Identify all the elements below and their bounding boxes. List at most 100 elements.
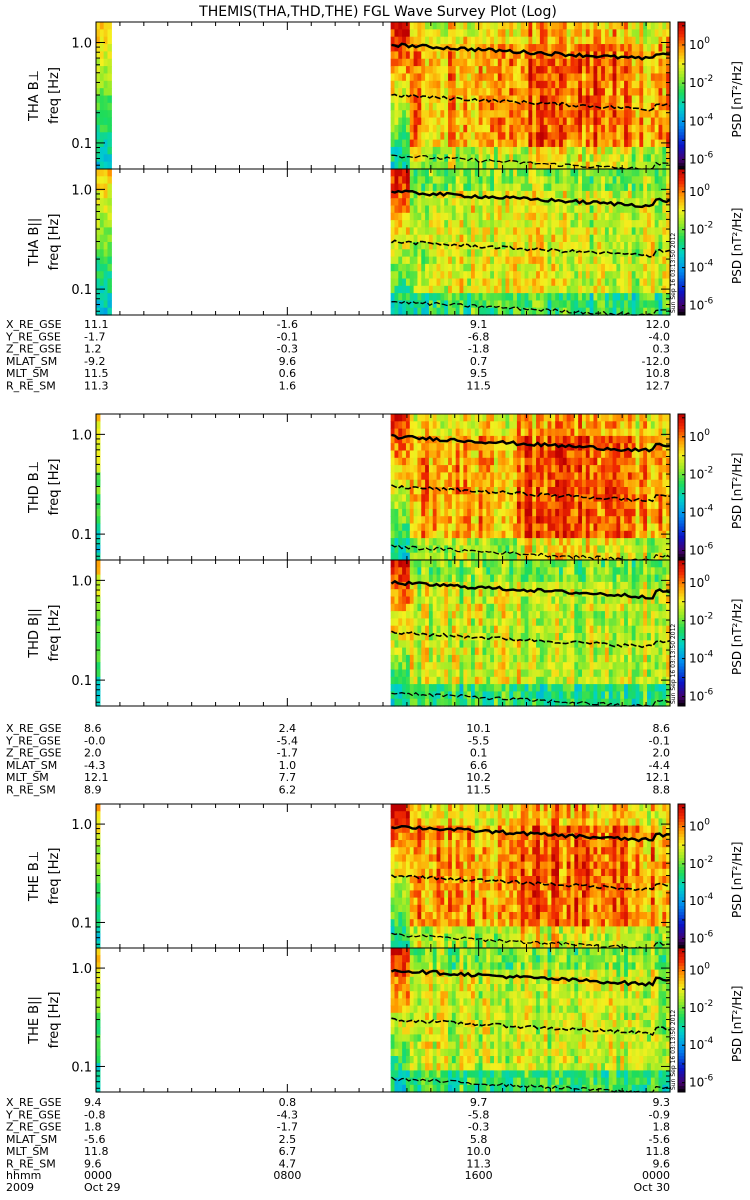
psd-cell xyxy=(394,132,399,141)
psd-cell xyxy=(624,80,629,89)
psd-cell xyxy=(425,516,430,525)
psd-cell xyxy=(459,487,464,495)
psd-cell xyxy=(402,625,407,634)
psd-cell xyxy=(620,249,625,258)
psd-cell xyxy=(528,465,533,473)
psd-cell xyxy=(455,285,461,294)
psd-cell xyxy=(501,205,507,214)
psd-cell xyxy=(459,227,464,236)
psd-cell xyxy=(455,263,461,272)
psd-cell xyxy=(662,256,667,265)
psd-cell xyxy=(425,73,430,82)
psd-cell xyxy=(547,234,552,243)
psd-cell xyxy=(604,80,610,89)
psd-cell xyxy=(398,625,403,634)
psd-cell xyxy=(543,95,549,104)
psd-cell xyxy=(390,124,396,133)
psd-cell xyxy=(425,58,430,67)
psd-cell xyxy=(417,146,422,155)
psd-cell xyxy=(405,472,411,481)
psd-cell xyxy=(402,618,407,627)
psd-cell xyxy=(547,523,552,532)
psd-cell xyxy=(436,285,441,294)
psd-cell xyxy=(658,161,663,170)
psd-cell xyxy=(624,132,629,141)
psd-cell xyxy=(654,307,660,316)
psd-cell xyxy=(627,22,633,30)
psd-cell xyxy=(631,516,637,525)
psd-cell xyxy=(497,472,503,481)
psd-cell xyxy=(467,95,472,104)
psd-cell xyxy=(524,198,530,207)
psd-cell xyxy=(658,22,663,30)
psd-cell xyxy=(482,501,487,510)
psd-cell xyxy=(417,508,422,517)
psd-cell xyxy=(493,552,499,561)
psd-cell xyxy=(666,88,671,97)
psd-cell xyxy=(616,278,621,287)
psd-cell xyxy=(574,285,579,294)
psd-cell xyxy=(574,242,579,250)
psd-cell xyxy=(620,494,625,503)
psd-cell xyxy=(555,146,560,155)
psd-cell xyxy=(555,307,560,316)
psd-cell xyxy=(620,300,625,309)
psd-cell xyxy=(612,530,618,539)
psd-cell xyxy=(578,465,583,473)
psd-cell xyxy=(455,552,461,561)
psd-cell xyxy=(505,146,510,155)
psd-cell xyxy=(601,110,606,119)
psd-cell xyxy=(96,205,101,214)
psd-cell xyxy=(390,285,396,294)
psd-cell xyxy=(631,472,637,481)
psd-cell xyxy=(654,414,660,422)
psd-cell xyxy=(566,494,572,503)
psd-cell xyxy=(520,117,526,126)
psd-cell xyxy=(390,132,396,141)
psd-cell xyxy=(413,560,419,568)
psd-cell xyxy=(631,285,637,294)
psd-cell xyxy=(612,538,618,546)
psd-cell xyxy=(536,58,541,67)
psd-cell xyxy=(608,435,614,444)
psd-cell xyxy=(413,611,419,619)
psd-cell xyxy=(612,139,618,148)
psd-cell xyxy=(536,494,541,503)
psd-cell xyxy=(601,80,606,89)
psd-cell xyxy=(513,421,518,430)
psd-cell xyxy=(428,428,434,437)
psd-cell xyxy=(497,552,503,561)
psd-cell xyxy=(444,293,449,301)
psd-cell xyxy=(402,487,407,495)
psd-cell xyxy=(482,190,487,199)
psd-cell xyxy=(516,220,522,228)
psd-cell xyxy=(96,29,101,38)
psd-cell xyxy=(578,501,583,510)
psd-cell xyxy=(459,139,464,148)
psd-cell xyxy=(444,212,449,221)
psd-cell xyxy=(635,169,640,177)
psd-cell xyxy=(467,552,472,561)
psd-cell xyxy=(620,51,625,60)
psd-cell xyxy=(413,307,419,316)
psd-cell xyxy=(566,124,572,133)
psd-cell xyxy=(643,154,648,163)
psd-cell xyxy=(451,132,457,141)
psd-cell xyxy=(654,95,660,104)
psd-cell xyxy=(551,139,556,148)
psd-cell xyxy=(463,443,468,452)
psd-cell xyxy=(520,124,526,133)
psd-cell xyxy=(532,212,537,221)
psd-cell xyxy=(516,479,522,488)
psd-cell xyxy=(581,414,587,422)
psd-cell xyxy=(536,80,541,89)
psd-cell xyxy=(444,146,449,155)
psd-cell xyxy=(497,494,503,503)
psd-cell xyxy=(581,176,587,185)
psd-cell xyxy=(463,220,468,228)
psd-cell xyxy=(643,501,648,510)
psd-cell xyxy=(574,95,579,104)
psd-cell xyxy=(490,421,495,430)
psd-cell xyxy=(627,36,633,45)
